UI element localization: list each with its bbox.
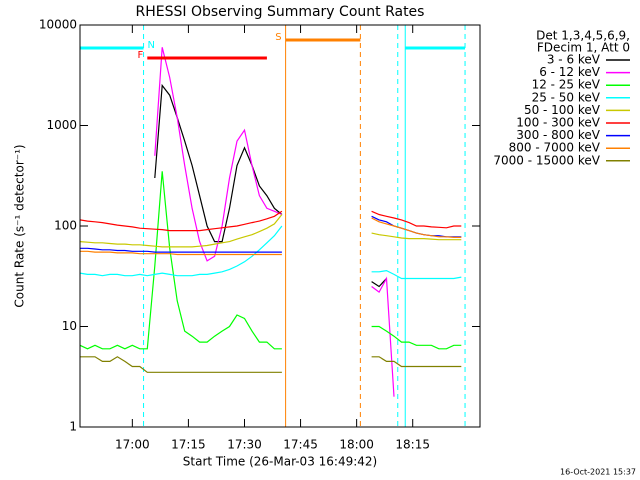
series-line: [80, 356, 462, 373]
series-line: [79, 225, 462, 280]
legend-label: 100 - 300 keV: [516, 116, 600, 130]
legend-label: 300 - 800 keV: [516, 128, 600, 142]
y-tick-label: 100: [54, 219, 77, 233]
y-tick-label: 10: [62, 319, 77, 333]
x-tick-label: 17:30: [227, 438, 262, 452]
x-axis-title: Start Time (26-Mar-03 16:49:42): [183, 455, 377, 469]
legend-label: 50 - 100 keV: [524, 103, 601, 117]
flag-label: S: [275, 32, 281, 43]
x-tick-label: 18:15: [395, 438, 430, 452]
legend-label: 800 - 7000 keV: [509, 141, 601, 155]
flag-label: N: [148, 40, 155, 51]
legend-label: 3 - 6 keV: [547, 53, 601, 67]
legend-header: FDecim 1, Att 0: [537, 41, 630, 55]
chart-title: RHESSI Observing Summary Count Rates: [136, 4, 425, 20]
series-line: [79, 171, 462, 350]
legend-label: 12 - 25 keV: [532, 78, 601, 92]
footer-date: 16-Oct-2021 15:37: [560, 468, 636, 477]
legend-label: 6 - 12 keV: [539, 65, 601, 79]
y-tick-label: 10000: [39, 18, 77, 32]
series-line: [154, 47, 395, 397]
series-line: [79, 214, 462, 248]
x-tick-label: 17:15: [171, 438, 206, 452]
series-line: [80, 217, 462, 256]
legend-label: 7000 - 15000 keV: [493, 153, 600, 167]
legend-label: 25 - 50 keV: [532, 90, 601, 104]
flag-label: F: [138, 50, 144, 61]
y-axis-title: Count Rate (s⁻¹ detector⁻¹): [13, 144, 27, 307]
x-tick-label: 18:00: [339, 438, 374, 452]
x-tick-label: 17:45: [283, 438, 318, 452]
y-tick-label: 1: [69, 420, 77, 434]
x-tick-label: 17:00: [115, 438, 150, 452]
y-tick-label: 1000: [46, 118, 77, 132]
legend-header: Det 1,3,4,5,6,9,: [536, 29, 630, 43]
series-line: [79, 210, 462, 232]
